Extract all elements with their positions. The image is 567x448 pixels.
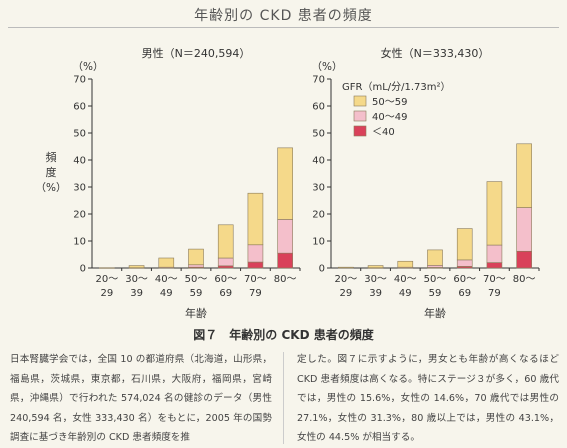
x-axis-label-female: 年齢 bbox=[424, 306, 446, 320]
bar-male bbox=[188, 264, 204, 268]
bar-female bbox=[427, 265, 443, 268]
body-paragraph-left: 日本腎臓学会では，全国 10 の都道府県（北海道，山形県，福島県，茨城県，東京都… bbox=[10, 354, 272, 443]
bar-female bbox=[338, 266, 354, 269]
x-tick-label-male: 59 bbox=[190, 288, 203, 299]
bar-male bbox=[128, 265, 145, 269]
y-axis-label-char: （%） bbox=[36, 182, 67, 194]
bar-female bbox=[516, 207, 532, 252]
x-tick-label-male: 20〜 bbox=[95, 274, 118, 285]
x-tick-label-male: 39 bbox=[130, 288, 143, 299]
y-tick-label-female: 0 bbox=[319, 264, 325, 275]
bar-female bbox=[516, 143, 532, 208]
panel-title-female: 女性（N＝333,430） bbox=[381, 46, 490, 60]
ckd-age-chart: 男性（N＝240,594） （%） 0 10 20 30 40 50 60 70 頻度 （%） 20〜 2… bbox=[36, 46, 540, 320]
page-title: 年齢別の CKD 患者の頻度 bbox=[194, 8, 373, 24]
y-tick-label-male: 30 bbox=[73, 183, 86, 194]
bar-male bbox=[277, 219, 293, 254]
body-paragraph-right: 定した。図７に示すように，男女とも年齢が高くなるほど CKD 患者頻度は高くなる… bbox=[297, 354, 559, 443]
x-tick-label-female: 49 bbox=[399, 288, 412, 299]
x-tick-label-male: 69 bbox=[219, 288, 232, 299]
bar-female bbox=[456, 228, 473, 261]
legend-entry: ＜40 bbox=[372, 127, 395, 138]
y-tick-label-female: 40 bbox=[312, 156, 325, 167]
bar-female bbox=[486, 181, 503, 246]
x-tick-label-male: 40〜 bbox=[155, 274, 178, 285]
bar-male bbox=[247, 192, 264, 246]
page-header: 年齢別の CKD 患者の頻度 bbox=[0, 0, 567, 30]
figure-caption: 図７ 年齢別の CKD 患者の頻度 bbox=[193, 328, 374, 342]
bar-female bbox=[516, 250, 532, 269]
x-tick-label-male: 70〜 bbox=[244, 274, 267, 285]
bar-male bbox=[277, 252, 293, 269]
x-tick-label-female: 30〜 bbox=[364, 274, 387, 285]
body-text-right: 定した。図７に示すように，男女とも年齢が高くなるほど CKD 患者頻度は高くなる… bbox=[297, 350, 559, 448]
y-tick-label-male: 40 bbox=[73, 156, 86, 167]
x-tick-label-female: 39 bbox=[369, 288, 382, 299]
y-tick-label-female: 50 bbox=[312, 129, 325, 140]
legend-entry: 40〜49 bbox=[372, 112, 407, 123]
x-tick-label-female: 69 bbox=[458, 288, 471, 299]
y-tick-label-female: 20 bbox=[312, 210, 325, 221]
x-tick-label-female: 79 bbox=[488, 288, 501, 299]
y-tick-label-female: 10 bbox=[312, 237, 325, 248]
bar-female bbox=[397, 260, 414, 268]
x-tick-label-female: 40〜 bbox=[394, 274, 417, 285]
bar-male bbox=[99, 267, 115, 269]
bar-male bbox=[277, 147, 293, 220]
bar-male bbox=[217, 257, 234, 267]
x-tick-label-female: 59 bbox=[429, 288, 442, 299]
header-rule bbox=[8, 27, 559, 28]
bar-male bbox=[217, 224, 234, 259]
x-axis-label-male: 年齢 bbox=[185, 306, 207, 320]
y-tick-label-male: 70 bbox=[73, 75, 86, 86]
bar-female bbox=[456, 259, 473, 267]
panel-title-male: 男性（N＝240,594） bbox=[142, 46, 251, 60]
x-tick-label-female: 60〜 bbox=[453, 274, 476, 285]
x-tick-label-male: 80〜 bbox=[274, 274, 297, 285]
y-tick-label-female: 30 bbox=[312, 183, 325, 194]
x-tick-label-female: 29 bbox=[339, 288, 352, 299]
y-tick-label-male: 10 bbox=[73, 237, 86, 248]
x-tick-label-female: 20〜 bbox=[334, 274, 357, 285]
bar-male bbox=[188, 248, 204, 266]
x-tick-label-male: 60〜 bbox=[214, 274, 237, 285]
y-axis-label-char: 頻 bbox=[46, 150, 57, 164]
bar-male bbox=[217, 265, 234, 269]
bar-male bbox=[158, 257, 175, 268]
bar-male bbox=[247, 261, 264, 269]
x-tick-label-male: 29 bbox=[100, 288, 113, 299]
legend-title: GFR（mL/分/1.73m²） bbox=[342, 81, 451, 93]
bar-female bbox=[486, 244, 503, 263]
x-tick-label-female: 80〜 bbox=[513, 274, 536, 285]
unit-label-female: （%） bbox=[312, 61, 343, 73]
x-tick-label-female: 70〜 bbox=[483, 274, 506, 285]
bar-female bbox=[427, 249, 443, 266]
x-tick-label-male: 49 bbox=[160, 288, 173, 299]
x-tick-label-male: 30〜 bbox=[125, 274, 148, 285]
bar-female bbox=[367, 265, 384, 269]
y-tick-label-male: 60 bbox=[73, 102, 86, 113]
legend-swatch bbox=[353, 110, 367, 122]
x-tick-label-female: 50〜 bbox=[424, 274, 447, 285]
legend-swatch bbox=[353, 95, 367, 107]
y-tick-label-male: 50 bbox=[73, 129, 86, 140]
bar-female bbox=[486, 262, 503, 269]
legend-swatch bbox=[353, 125, 367, 137]
bar-male bbox=[247, 244, 264, 263]
unit-label-male: （%） bbox=[73, 61, 104, 73]
x-tick-label-male: 50〜 bbox=[185, 274, 208, 285]
y-tick-label-male: 0 bbox=[80, 264, 86, 275]
y-tick-label-female: 60 bbox=[312, 102, 325, 113]
y-tick-label-female: 70 bbox=[312, 75, 325, 86]
body-text-left: 日本腎臓学会では，全国 10 の都道府県（北海道，山形県，福島県，茨城県，東京都… bbox=[10, 350, 272, 448]
column-divider bbox=[283, 352, 284, 444]
legend-entry: 50〜59 bbox=[372, 97, 407, 108]
y-axis-label-char: 度 bbox=[46, 165, 57, 179]
x-tick-label-male: 79 bbox=[249, 288, 262, 299]
y-tick-label-male: 20 bbox=[73, 210, 86, 221]
